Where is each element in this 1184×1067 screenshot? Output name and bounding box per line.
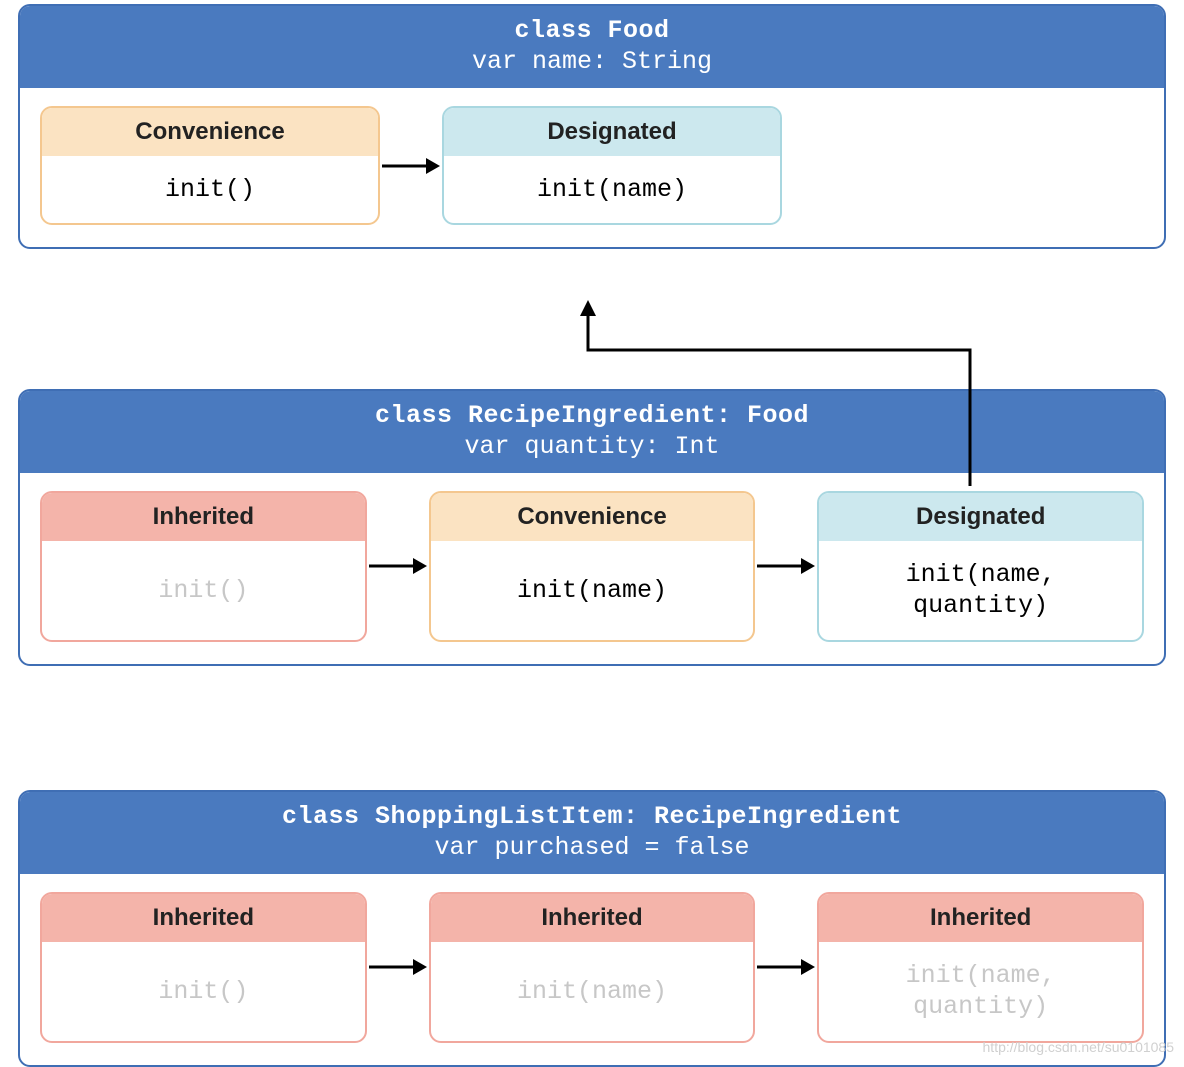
init-box-convenience: Convenience init(name) <box>429 491 756 642</box>
class-title: class ShoppingListItem: RecipeIngredient <box>20 802 1164 831</box>
class-body: Convenience init() Designated init(name) <box>20 88 1164 247</box>
init-body: init(name) <box>431 541 754 640</box>
init-box-inherited: Inherited init(name) <box>429 892 756 1043</box>
init-box-inherited: Inherited init() <box>40 491 367 642</box>
init-body: init(name,quantity) <box>819 942 1142 1041</box>
watermark: http://blog.csdn.net/su0101085 <box>983 1039 1174 1055</box>
init-body: init() <box>42 156 378 223</box>
class-body: Inherited init() Convenience init(name) … <box>20 473 1164 664</box>
init-header: Convenience <box>431 493 754 541</box>
arrow-right-icon <box>367 892 429 1043</box>
init-box-convenience: Convenience init() <box>40 106 380 225</box>
init-body: init(name,quantity) <box>819 541 1142 640</box>
init-box-designated: Designated init(name,quantity) <box>817 491 1144 642</box>
init-box-inherited: Inherited init() <box>40 892 367 1043</box>
arrow-right-icon <box>367 491 429 642</box>
class-body: Inherited init() Inherited init(name) In… <box>20 874 1164 1065</box>
arrow-right-icon <box>380 106 442 225</box>
init-box-inherited: Inherited init(name,quantity) <box>817 892 1144 1043</box>
class-header: class Food var name: String <box>20 6 1164 88</box>
class-header: class ShoppingListItem: RecipeIngredient… <box>20 792 1164 874</box>
class-title: class RecipeIngredient: Food <box>20 401 1164 430</box>
class-header: class RecipeIngredient: Food var quantit… <box>20 391 1164 473</box>
class-box-recipeingredient: class RecipeIngredient: Food var quantit… <box>18 389 1166 666</box>
init-header: Inherited <box>42 493 365 541</box>
arrow-right-icon <box>755 892 817 1043</box>
class-subtitle: var purchased = false <box>20 833 1164 862</box>
init-header: Convenience <box>42 108 378 156</box>
class-subtitle: var name: String <box>20 47 1164 76</box>
init-header: Designated <box>444 108 780 156</box>
init-body: init(name) <box>431 942 754 1041</box>
init-header: Inherited <box>42 894 365 942</box>
class-box-shoppinglistitem: class ShoppingListItem: RecipeIngredient… <box>18 790 1166 1067</box>
init-header: Inherited <box>431 894 754 942</box>
init-body: init() <box>42 541 365 640</box>
init-body: init() <box>42 942 365 1041</box>
class-box-food: class Food var name: String Convenience … <box>18 4 1166 249</box>
class-title: class Food <box>20 16 1164 45</box>
init-body: init(name) <box>444 156 780 223</box>
arrow-right-icon <box>755 491 817 642</box>
init-header: Designated <box>819 493 1142 541</box>
class-subtitle: var quantity: Int <box>20 432 1164 461</box>
init-box-designated: Designated init(name) <box>442 106 782 225</box>
init-header: Inherited <box>819 894 1142 942</box>
